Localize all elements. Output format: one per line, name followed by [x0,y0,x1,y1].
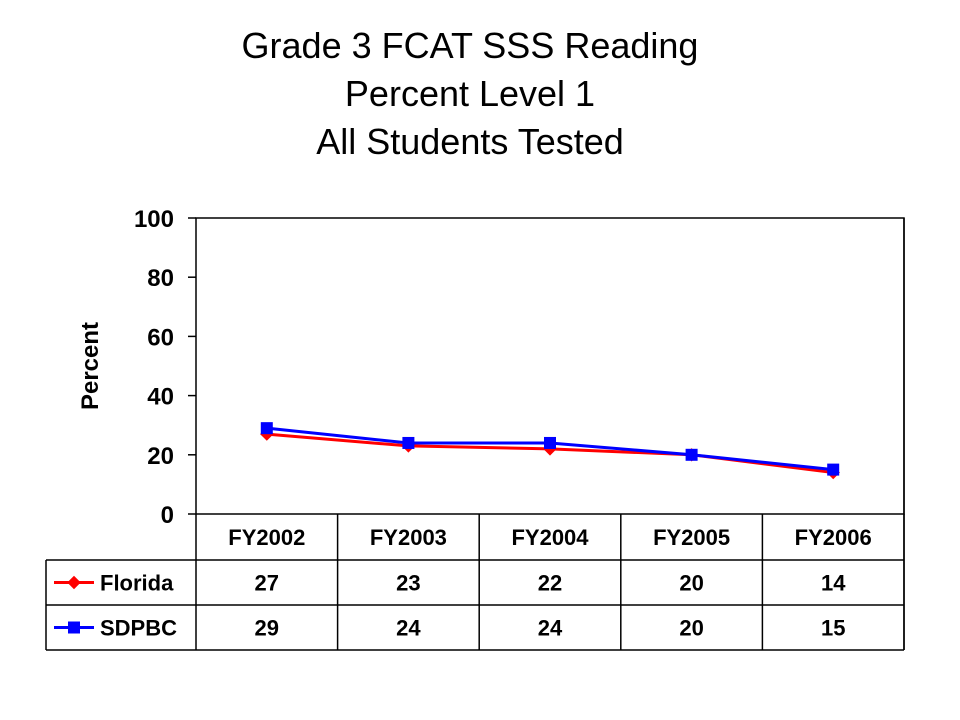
legend-label-sdpbc: SDPBC [100,616,177,641]
x-tick-label: FY2004 [511,525,589,550]
x-tick-label: FY2002 [228,525,305,550]
table-value-sdpbc: 29 [255,616,279,641]
table-value-florida: 27 [255,571,279,596]
table-value-florida: 23 [396,571,420,596]
y-tick-label: 60 [147,324,174,351]
legend-label-florida: Florida [100,571,174,596]
legend-marker-florida [67,575,81,590]
y-tick-label: 100 [134,206,174,233]
table-value-florida: 14 [821,571,846,596]
y-tick-label: 80 [147,265,174,292]
data-point-sdpbc [260,422,273,435]
table-value-florida: 20 [679,571,703,596]
y-tick-label: 40 [147,384,174,411]
table-value-sdpbc: 20 [679,616,703,641]
y-tick-label: 0 [161,502,174,529]
x-tick-label: FY2005 [653,525,730,550]
chart-title-line-1: Grade 3 FCAT SSS Reading [241,25,699,66]
table-value-sdpbc: 24 [396,616,421,641]
y-axis-label: Percent [77,322,104,410]
table-value-sdpbc: 24 [538,616,563,641]
legend-marker-sdpbc [68,621,80,634]
x-tick-label: FY2003 [370,525,447,550]
chart-title-line-2: Percent Level 1 [344,73,596,114]
data-point-sdpbc [544,436,556,449]
table-value-sdpbc: 15 [821,616,845,641]
data-point-sdpbc [827,463,840,476]
data-point-sdpbc [685,448,698,461]
chart-title-line-3: All Students Tested [316,121,624,162]
data-point-sdpbc [402,436,415,449]
table-value-florida: 22 [538,571,562,596]
x-tick-label: FY2006 [795,525,872,550]
y-tick-label: 20 [147,443,174,470]
